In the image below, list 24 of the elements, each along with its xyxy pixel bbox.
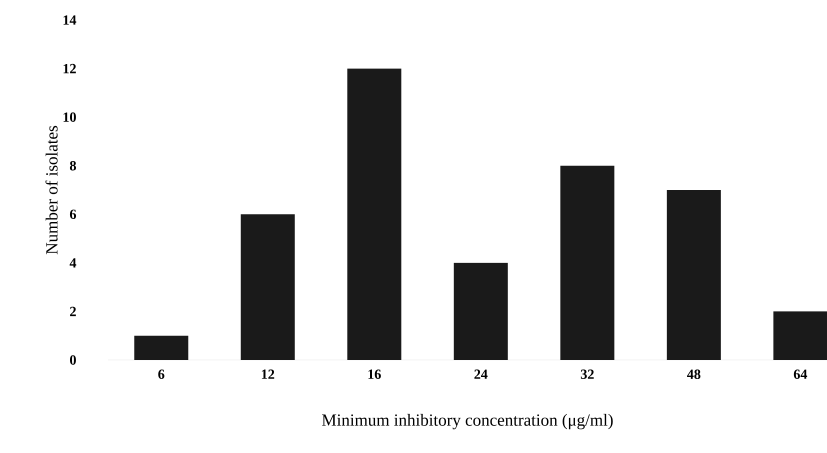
- y-tick-label: 2: [70, 306, 76, 316]
- bar: [240, 214, 295, 360]
- y-tick-label: 14: [64, 15, 76, 25]
- bar: [773, 311, 827, 360]
- x-tick-label: 64: [794, 370, 808, 379]
- x-tick-label: 48: [687, 370, 700, 379]
- x-tick-label: 6: [158, 370, 164, 379]
- bar: [560, 166, 614, 360]
- x-tick-label: 12: [262, 370, 274, 379]
- y-tick-label: 12: [64, 64, 76, 74]
- y-tick-label: 8: [70, 160, 76, 170]
- bar: [347, 68, 402, 360]
- bar: [666, 190, 721, 360]
- x-axis-title: Minimum inhibitory concentration (μg/ml): [322, 414, 613, 430]
- x-tick-label: 16: [368, 370, 381, 379]
- bar: [454, 262, 508, 360]
- x-tick-label: 32: [580, 370, 594, 379]
- y-axis-title: Number of isolates: [45, 126, 58, 254]
- y-tick-label: 0: [70, 355, 76, 365]
- bar: [134, 336, 188, 360]
- y-tick-label: 4: [70, 258, 76, 268]
- x-tick-label: 24: [474, 370, 488, 379]
- y-tick-label: 10: [64, 112, 76, 122]
- y-tick-label: 6: [70, 210, 76, 219]
